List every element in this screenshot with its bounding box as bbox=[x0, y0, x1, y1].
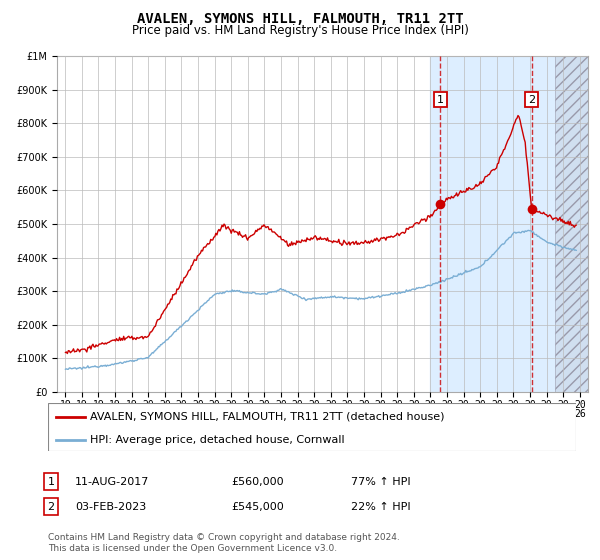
FancyBboxPatch shape bbox=[48, 403, 576, 451]
Text: 03-FEB-2023: 03-FEB-2023 bbox=[75, 502, 146, 512]
Text: 1: 1 bbox=[47, 477, 55, 487]
Text: £560,000: £560,000 bbox=[231, 477, 284, 487]
Text: AVALEN, SYMONS HILL, FALMOUTH, TR11 2TT: AVALEN, SYMONS HILL, FALMOUTH, TR11 2TT bbox=[137, 12, 463, 26]
Text: HPI: Average price, detached house, Cornwall: HPI: Average price, detached house, Corn… bbox=[90, 435, 345, 445]
Bar bbox=[430, 56, 588, 392]
Text: 1: 1 bbox=[437, 95, 444, 105]
Text: 22% ↑ HPI: 22% ↑ HPI bbox=[351, 502, 410, 512]
Text: 77% ↑ HPI: 77% ↑ HPI bbox=[351, 477, 410, 487]
Text: Contains HM Land Registry data © Crown copyright and database right 2024.
This d: Contains HM Land Registry data © Crown c… bbox=[48, 533, 400, 553]
Text: 2: 2 bbox=[47, 502, 55, 512]
Bar bbox=[555, 56, 588, 392]
Text: Price paid vs. HM Land Registry's House Price Index (HPI): Price paid vs. HM Land Registry's House … bbox=[131, 24, 469, 37]
Text: £545,000: £545,000 bbox=[231, 502, 284, 512]
Text: 2: 2 bbox=[528, 95, 535, 105]
Text: AVALEN, SYMONS HILL, FALMOUTH, TR11 2TT (detached house): AVALEN, SYMONS HILL, FALMOUTH, TR11 2TT … bbox=[90, 412, 445, 422]
Text: 11-AUG-2017: 11-AUG-2017 bbox=[75, 477, 149, 487]
